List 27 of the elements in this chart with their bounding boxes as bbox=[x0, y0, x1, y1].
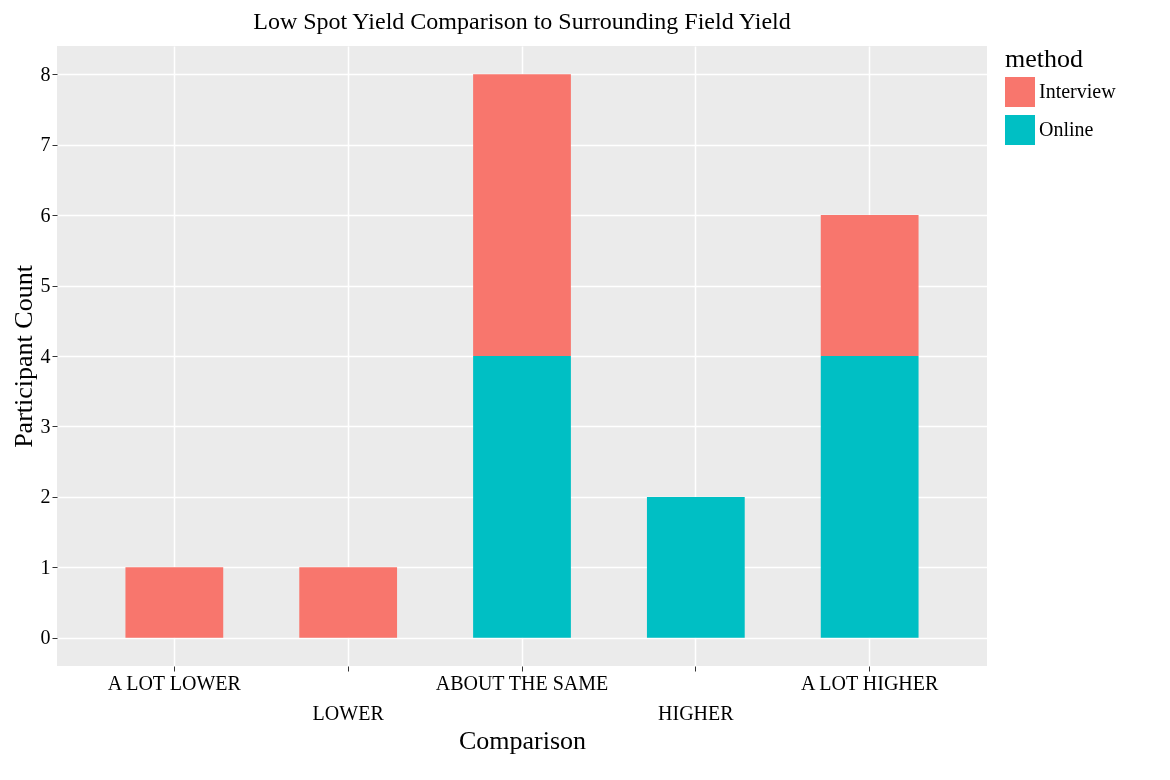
bar bbox=[820, 356, 919, 638]
y-tick-label: 3 bbox=[40, 414, 51, 437]
y-tick-label: 0 bbox=[40, 626, 51, 649]
x-tick-label: ABOUT THE SAME bbox=[435, 671, 609, 694]
bar bbox=[299, 567, 398, 638]
y-tick-label: 5 bbox=[40, 274, 51, 297]
y-tick-label: 8 bbox=[40, 62, 51, 85]
x-tick-label: A LOT HIGHER bbox=[800, 671, 940, 694]
y-tick-label: 2 bbox=[40, 485, 51, 508]
legend-title: method bbox=[1005, 44, 1083, 73]
bar bbox=[820, 215, 919, 356]
x-tick-label: A LOT LOWER bbox=[107, 671, 242, 694]
bar bbox=[125, 567, 224, 638]
y-tick-label: 1 bbox=[40, 555, 51, 578]
y-tick-label: 4 bbox=[40, 344, 51, 367]
x-tick-label: LOWER bbox=[312, 701, 385, 724]
bar bbox=[646, 496, 745, 638]
x-tick-label: HIGHER bbox=[658, 701, 735, 724]
bar bbox=[473, 356, 571, 638]
legend-label: Online bbox=[1039, 118, 1094, 140]
legend-label: Interview bbox=[1039, 80, 1117, 102]
y-axis-title: Participant Count bbox=[8, 264, 38, 448]
x-axis-title: Comparison bbox=[458, 725, 587, 755]
chart-title: Low Spot Yield Comparison to Surrounding Field Yield bbox=[253, 8, 791, 34]
y-tick-label: 6 bbox=[40, 203, 51, 226]
y-tick-label: 7 bbox=[40, 133, 51, 156]
bar bbox=[473, 74, 571, 356]
